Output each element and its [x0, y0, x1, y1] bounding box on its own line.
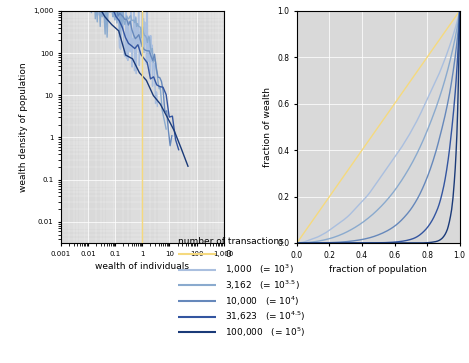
Text: 100,000   (= 10$^5$): 100,000 (= 10$^5$) — [225, 326, 305, 339]
Text: 31,623   (= 10$^{4.5}$): 31,623 (= 10$^{4.5}$) — [225, 310, 306, 323]
Y-axis label: wealth density of population: wealth density of population — [19, 62, 28, 192]
Text: 10,000   (= 10$^4$): 10,000 (= 10$^4$) — [225, 294, 300, 307]
Text: 3,162   (= 10$^{3.5}$): 3,162 (= 10$^{3.5}$) — [225, 279, 300, 292]
X-axis label: wealth of individuals: wealth of individuals — [95, 262, 189, 271]
Y-axis label: fraction of wealth: fraction of wealth — [263, 87, 272, 167]
Text: 1,000   (= 10$^3$): 1,000 (= 10$^3$) — [225, 263, 294, 276]
X-axis label: fraction of population: fraction of population — [329, 265, 427, 274]
Text: number of transactions: number of transactions — [178, 237, 284, 246]
Text: 0: 0 — [225, 250, 231, 258]
